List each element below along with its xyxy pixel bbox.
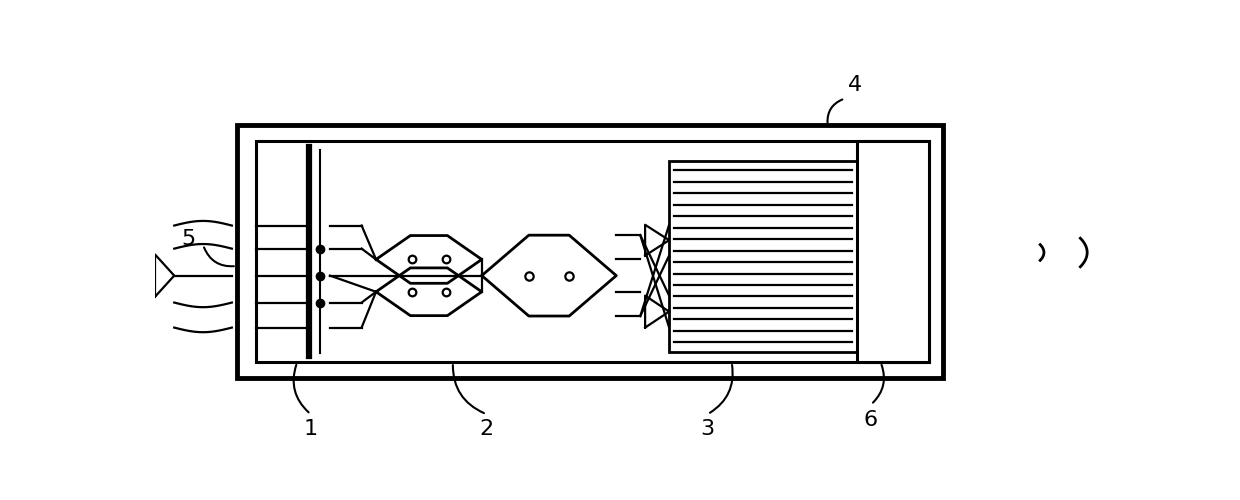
Text: 1: 1 xyxy=(304,419,317,439)
Bar xyxy=(670,161,857,352)
Bar xyxy=(857,141,929,362)
Polygon shape xyxy=(155,254,174,297)
Text: 3: 3 xyxy=(701,419,714,439)
Bar xyxy=(255,141,929,362)
Text: 6: 6 xyxy=(864,410,878,430)
Bar xyxy=(237,126,942,378)
Text: 4: 4 xyxy=(848,75,862,95)
Text: 2: 2 xyxy=(480,419,494,439)
Text: 5: 5 xyxy=(181,229,196,249)
